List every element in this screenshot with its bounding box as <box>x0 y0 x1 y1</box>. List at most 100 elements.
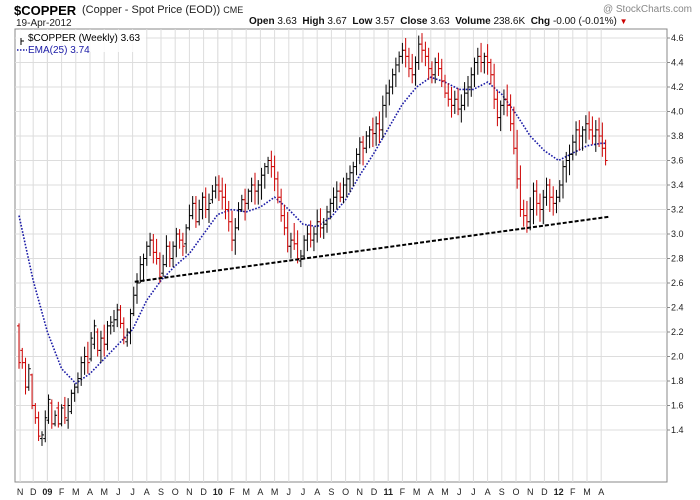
ohlc-bar <box>206 193 211 223</box>
y-axis: 1.4 1.6 1.8 2.0 2.2 2.4 2.6 2.8 3.0 3.2 3.4 3.6 3.8 4… <box>667 33 684 435</box>
ohlc-bar <box>180 232 185 257</box>
ohlc-bar <box>603 139 608 166</box>
x-tick-label: 10 <box>213 487 223 497</box>
grid-lines <box>15 29 667 482</box>
x-tick-label: F <box>59 487 65 497</box>
ohlc-bar <box>62 396 67 424</box>
x-tick-label: 12 <box>554 487 564 497</box>
x-tick-label: J <box>287 487 292 497</box>
high-label: High <box>302 16 325 27</box>
x-tick-label: A <box>257 487 263 497</box>
x-tick-label: S <box>158 487 164 497</box>
close-label: Close <box>400 16 428 27</box>
ohlc-bar <box>92 319 97 350</box>
x-tick-label: F <box>570 487 576 497</box>
volume-value: 238.6K <box>493 16 526 27</box>
y-tick-label: 1.4 <box>671 425 684 435</box>
x-tick-label: M <box>242 487 250 497</box>
low-value: 3.57 <box>375 16 395 27</box>
x-tick-label: 09 <box>42 487 52 497</box>
open-value: 3.63 <box>277 16 297 27</box>
x-tick-label: D <box>200 487 207 497</box>
x-tick-label: F <box>229 487 235 497</box>
y-tick-label: 3.0 <box>671 229 684 239</box>
price-bars <box>17 33 608 446</box>
high-value: 3.67 <box>327 16 347 27</box>
chart-symbol: $COPPER <box>14 3 77 18</box>
trendline-layer <box>134 215 609 283</box>
y-tick-label: 3.2 <box>671 205 684 215</box>
legend: $COPPER (Weekly) 3.63 EMA(25) 3.74 <box>16 30 146 56</box>
y-tick-label: 3.4 <box>671 180 684 190</box>
triangle-down-icon: ▼ <box>619 17 628 26</box>
y-tick-label: 2.8 <box>671 254 684 264</box>
x-tick-label: N <box>186 487 193 497</box>
x-tick-label: J <box>457 487 462 497</box>
x-tick-label: A <box>485 487 491 497</box>
x-tick-label: A <box>314 487 320 497</box>
y-tick-label: 2.4 <box>671 303 684 313</box>
legend-box <box>16 30 146 52</box>
ema-layer <box>18 76 606 385</box>
chg-value: -0.00 (-0.01%) <box>552 16 617 27</box>
volume-label: Volume <box>455 16 491 27</box>
ohlc-bar <box>89 332 94 362</box>
x-tick-label: F <box>400 487 406 497</box>
x-tick-label: J <box>301 487 306 497</box>
chart-description: (Copper - Spot Price (EOD)) CME <box>82 4 243 16</box>
description-text: (Copper - Spot Price (EOD)) <box>82 4 221 16</box>
x-tick-label: O <box>172 487 179 497</box>
ohlc-bar <box>59 404 64 427</box>
ohlc-stats: Open 3.63 High 3.67 Low 3.57 Close 3.63 … <box>249 16 628 27</box>
y-tick-label: 1.8 <box>671 376 684 386</box>
y-tick-label: 3.8 <box>671 131 684 141</box>
ohlc-bar <box>66 398 71 429</box>
open-label: Open <box>249 16 275 27</box>
x-tick-label: A <box>144 487 150 497</box>
x-tick-label: A <box>428 487 434 497</box>
x-tick-label: D <box>541 487 548 497</box>
x-tick-label: N <box>17 487 24 497</box>
low-label: Low <box>352 16 373 27</box>
y-tick-label: 3.6 <box>671 156 684 166</box>
ohlc-bar <box>40 431 45 446</box>
x-tick-label: N <box>527 487 534 497</box>
ema-line <box>18 76 606 385</box>
legend-price-text: $COPPER (Weekly) 3.63 <box>28 33 141 44</box>
y-tick-label: 2.0 <box>671 352 684 362</box>
x-tick-label: J <box>130 487 135 497</box>
ohlc-bar <box>85 341 90 374</box>
chg-label: Chg <box>530 16 551 27</box>
x-tick-label: M <box>271 487 279 497</box>
ohlc-bar <box>121 317 126 345</box>
x-tick-label: A <box>87 487 93 497</box>
x-tick-label: 11 <box>383 487 393 497</box>
ohlc-bar <box>53 410 58 427</box>
credit-text: @ StockCharts.com <box>602 4 692 15</box>
y-tick-label: 1.6 <box>671 401 684 411</box>
ohlc-bar <box>26 363 31 391</box>
support-trendline <box>134 215 609 283</box>
y-tick-label: 2.6 <box>671 278 684 288</box>
x-tick-label: S <box>499 487 505 497</box>
x-tick-label: M <box>100 487 108 497</box>
ohlc-bar <box>36 411 41 442</box>
legend-ema-text: EMA(25) 3.74 <box>28 45 90 56</box>
close-value: 3.63 <box>430 16 450 27</box>
ohlc-bar <box>17 323 21 369</box>
y-tick-label: 4.2 <box>671 82 684 92</box>
x-tick-label: D <box>30 487 37 497</box>
chart-date: 19-Apr-2012 <box>16 18 72 29</box>
exchange-text: CME <box>223 5 244 15</box>
x-tick-label: D <box>371 487 378 497</box>
x-tick-label: M <box>413 487 421 497</box>
x-tick-label: A <box>598 487 604 497</box>
x-tick-label: S <box>328 487 334 497</box>
y-tick-label: 4.6 <box>671 33 684 43</box>
ohlc-bar <box>108 316 113 335</box>
x-tick-label: J <box>471 487 476 497</box>
x-tick-label: M <box>583 487 591 497</box>
y-tick-label: 2.2 <box>671 327 684 337</box>
plot-area <box>14 28 668 483</box>
